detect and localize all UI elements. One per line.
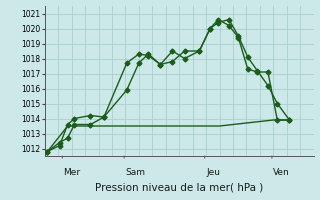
- Text: Sam: Sam: [125, 168, 146, 177]
- Text: Pression niveau de la mer( hPa ): Pression niveau de la mer( hPa ): [95, 183, 263, 193]
- Text: Mer: Mer: [64, 168, 81, 177]
- Text: Jeu: Jeu: [206, 168, 220, 177]
- Text: Ven: Ven: [273, 168, 290, 177]
